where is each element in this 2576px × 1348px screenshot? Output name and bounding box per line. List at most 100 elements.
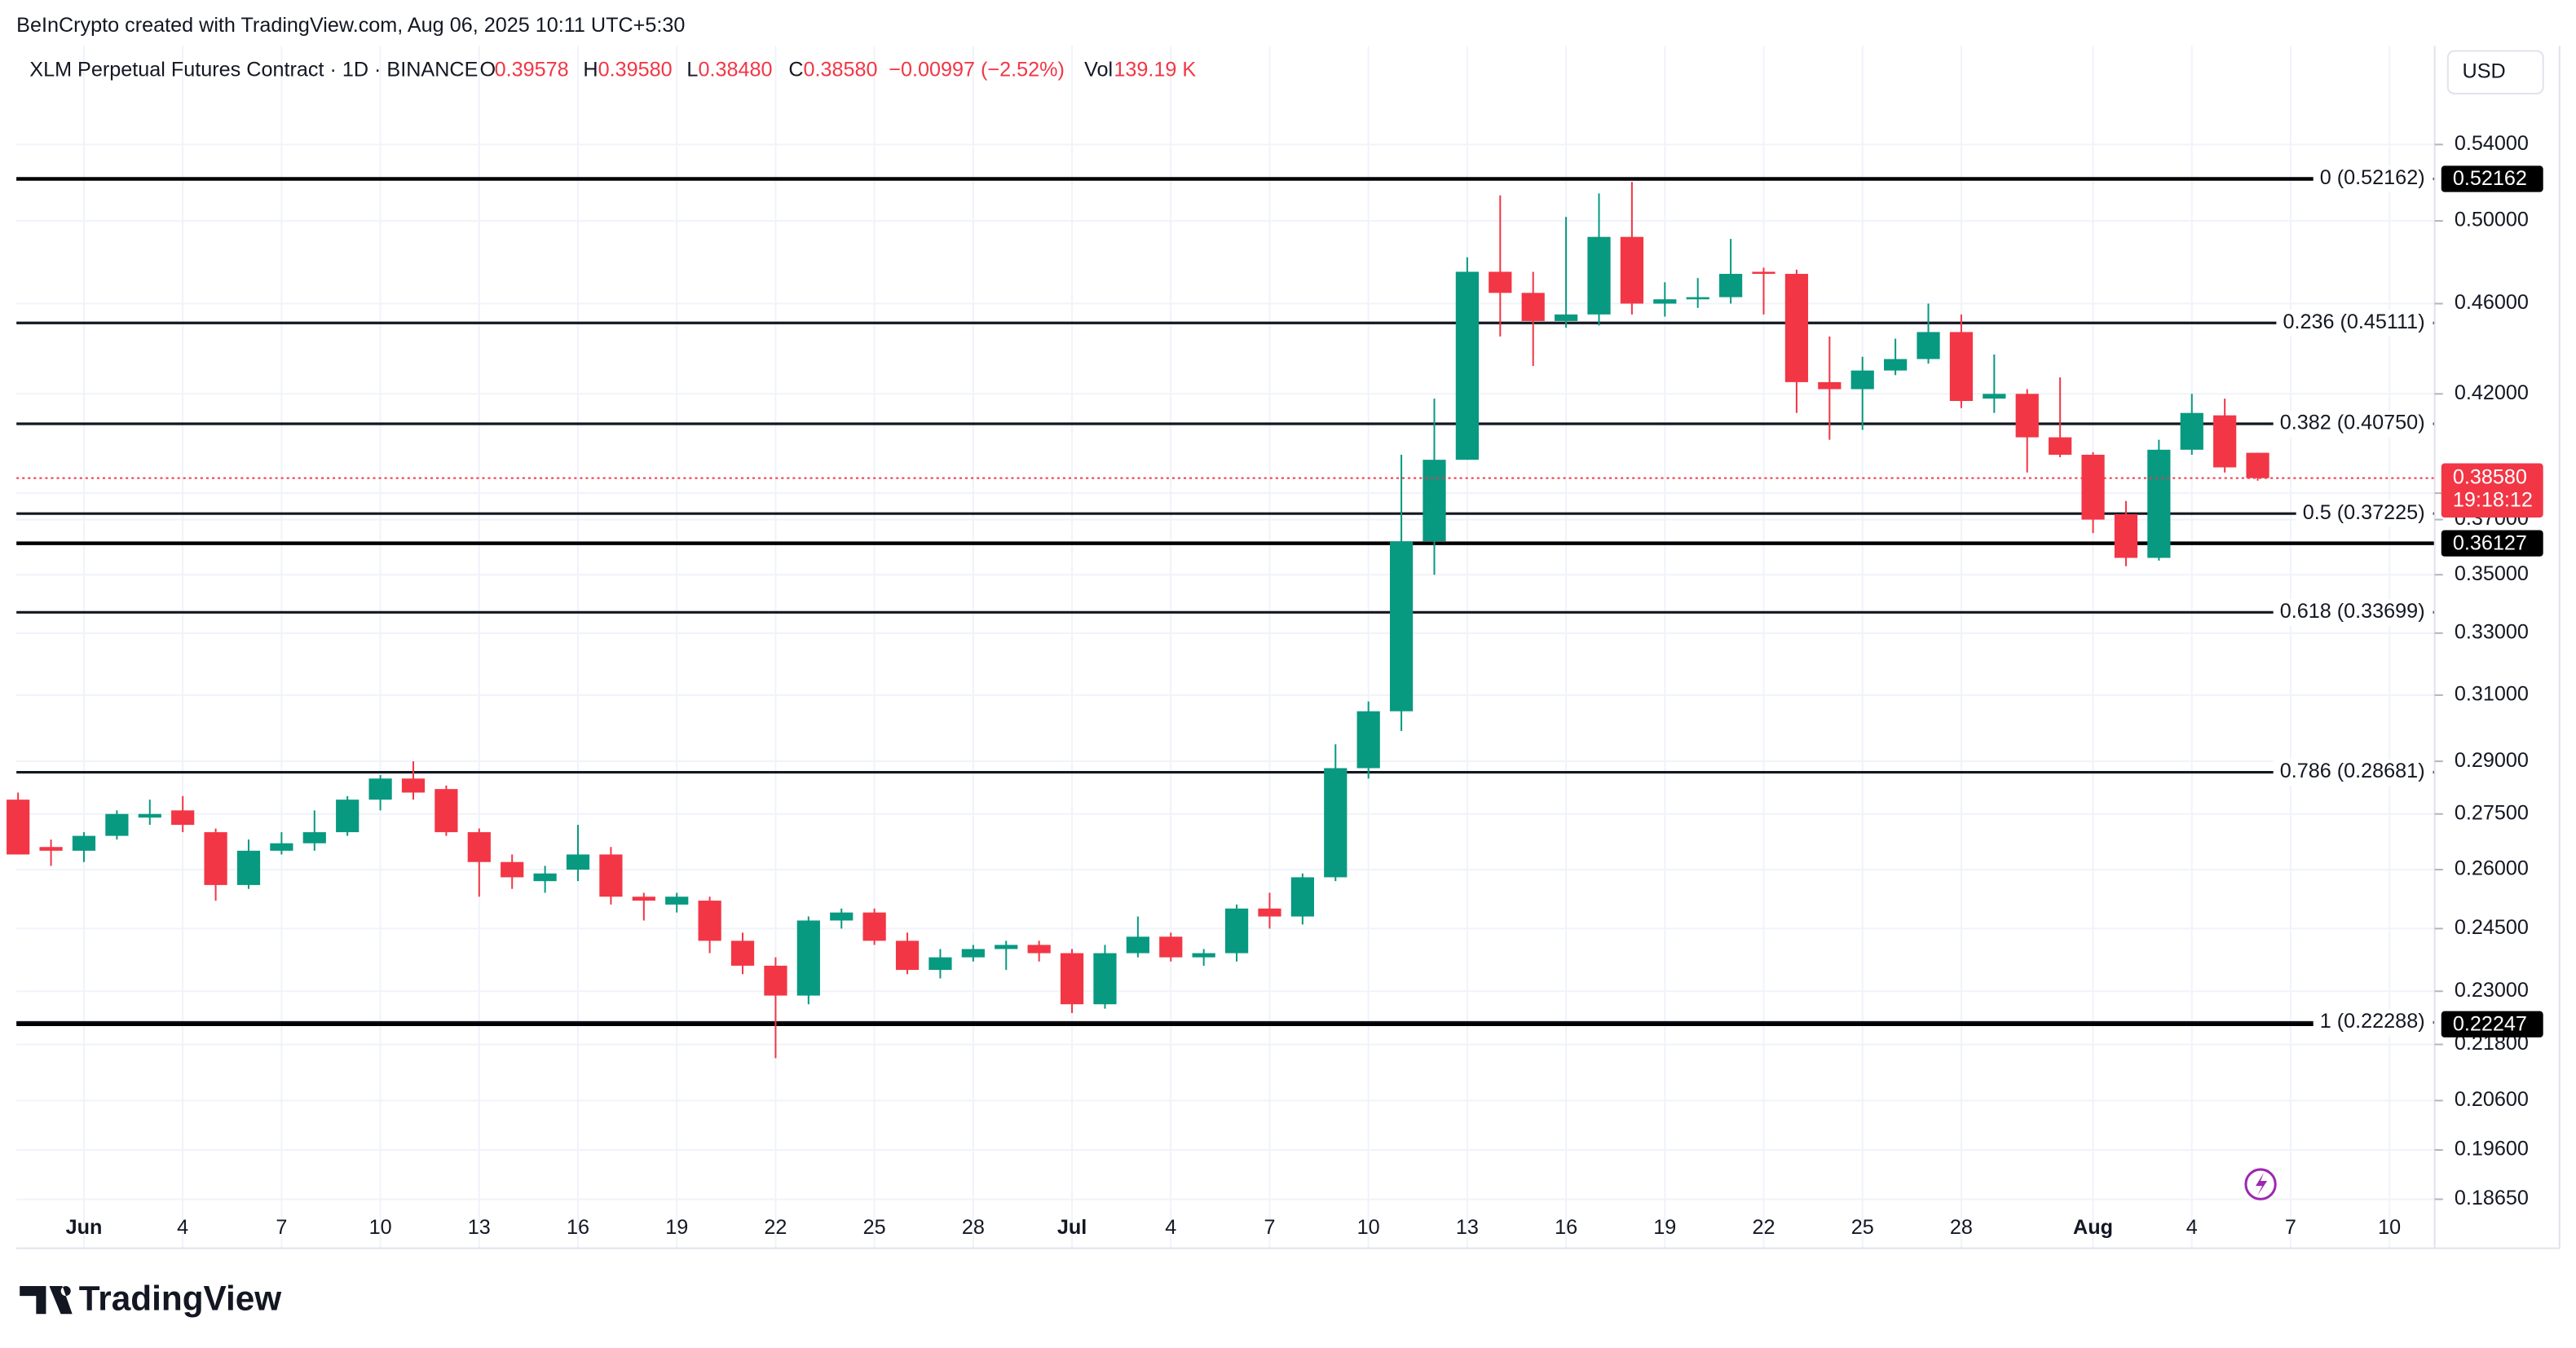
- candle-body: [204, 832, 227, 885]
- fib-label: 0.618 (0.33699): [2280, 600, 2425, 623]
- fib-label-bg: [2313, 165, 2441, 192]
- x-tick-label: 16: [567, 1216, 589, 1239]
- event-icon-bolt: [2256, 1172, 2268, 1196]
- x-tick-label: 28: [1950, 1216, 1973, 1239]
- logo-icon: [20, 1286, 73, 1315]
- legend-close: 0.38580: [803, 58, 877, 81]
- fib-label-bg: [2273, 410, 2441, 438]
- candle-body: [665, 896, 689, 905]
- x-tick-label: 22: [1752, 1216, 1775, 1239]
- fib-label: 0 (0.52162): [2320, 166, 2425, 189]
- legend-high: 0.39580: [598, 58, 673, 81]
- candle-body: [632, 896, 655, 901]
- candle-body: [270, 843, 293, 851]
- candle-body: [2246, 452, 2269, 478]
- candle-body: [995, 945, 1018, 949]
- candle-body: [336, 800, 359, 833]
- fib-label-bg: [2273, 759, 2441, 786]
- candle-body: [599, 854, 623, 897]
- y-tick-label: 0.54000: [2455, 132, 2529, 155]
- candle-body: [7, 800, 30, 855]
- fib-label-bg: [2273, 599, 2441, 626]
- y-tick-label: 0.26000: [2455, 857, 2529, 880]
- currency: USD: [2463, 59, 2506, 82]
- y-tick-label: 0.19600: [2455, 1138, 2529, 1161]
- candle-body: [2015, 394, 2039, 438]
- legend-open-label: O: [479, 58, 496, 81]
- candle-body: [302, 832, 326, 844]
- fib-label: 0.382 (0.40750): [2280, 412, 2425, 434]
- candle-body: [1719, 274, 1743, 297]
- last-price-box: [2441, 463, 2543, 518]
- x-tick-label: 10: [2378, 1216, 2401, 1239]
- candle-body: [1489, 271, 1512, 293]
- candle-body: [895, 941, 920, 971]
- candle-body: [2213, 415, 2237, 468]
- price-box-label: 0.52162: [2453, 167, 2527, 190]
- candle-body: [138, 813, 161, 818]
- currency-box: [2446, 50, 2544, 95]
- candle-body: [1192, 953, 1215, 958]
- price-axis-area: [2434, 0, 2576, 1249]
- x-tick-label: Aug: [2073, 1216, 2113, 1239]
- candle-body: [501, 861, 524, 878]
- x-tick-label: Jun: [66, 1216, 103, 1239]
- candle-body: [566, 854, 590, 870]
- fib-label-bg: [2296, 500, 2441, 527]
- candle-body: [1949, 332, 1974, 401]
- candle-body: [830, 912, 854, 921]
- x-tick-label: 25: [1851, 1216, 1874, 1239]
- x-tick-label: 22: [764, 1216, 787, 1239]
- candle-body: [1917, 332, 1940, 359]
- candle-body: [1389, 541, 1414, 711]
- candle-body: [764, 965, 787, 996]
- x-tick-label: 16: [1555, 1216, 1577, 1239]
- y-tick-label: 0.18650: [2455, 1187, 2529, 1209]
- fib-label: 1 (0.22288): [2320, 1010, 2425, 1033]
- candle-body: [39, 847, 63, 851]
- candle-body: [862, 912, 886, 941]
- y-tick-label: 0.27500: [2455, 801, 2529, 824]
- legend-volume: 139.19 K: [1114, 58, 1196, 81]
- candle-body: [467, 832, 491, 862]
- x-tick-label: Jul: [1057, 1216, 1087, 1239]
- fib-label-bg: [2313, 1009, 2441, 1036]
- candle-body: [698, 901, 721, 941]
- axis-layer: 0.540000.500000.460000.420000.380000.370…: [66, 132, 2543, 1239]
- x-tick-label: 13: [468, 1216, 491, 1239]
- x-tick-label: 19: [1653, 1216, 1676, 1239]
- x-tick-label: 7: [2285, 1216, 2296, 1239]
- candle-body: [1818, 381, 1842, 390]
- candle-body: [1983, 394, 2006, 399]
- candle-body: [2180, 412, 2203, 450]
- candle-body: [1884, 359, 1908, 371]
- candle-body: [2147, 449, 2171, 558]
- legend-open: 0.39578: [495, 58, 569, 81]
- x-tick-label: 25: [863, 1216, 886, 1239]
- x-tick-label: 10: [1357, 1216, 1380, 1239]
- candle-body: [533, 873, 557, 882]
- legend-volume-label: Vol: [1084, 58, 1113, 81]
- candle-body: [1455, 271, 1479, 460]
- price-box-label: 0.36127: [2453, 531, 2527, 554]
- candle-body: [1356, 711, 1380, 769]
- event-icon[interactable]: [2244, 1168, 2277, 1200]
- candle-body: [1093, 953, 1117, 1005]
- candle-body: [105, 813, 129, 836]
- x-tick-label: 4: [2186, 1216, 2198, 1239]
- y-tick-label: 0.31000: [2455, 683, 2529, 706]
- fib-label: 0.236 (0.45111): [2283, 311, 2424, 333]
- y-tick-label: 0.24500: [2455, 916, 2529, 939]
- fib-label: 0.5 (0.37225): [2303, 501, 2425, 524]
- branding: TradingView: [79, 1279, 282, 1317]
- candle-body: [1159, 936, 1183, 958]
- x-tick-label: 19: [665, 1216, 688, 1239]
- candle-body: [961, 949, 985, 958]
- price-box: [2441, 530, 2543, 557]
- legend-close-label: C: [788, 58, 803, 81]
- candle-body: [1686, 297, 1709, 300]
- candle-body: [2049, 437, 2072, 455]
- countdown: 19:18:12: [2453, 489, 2533, 512]
